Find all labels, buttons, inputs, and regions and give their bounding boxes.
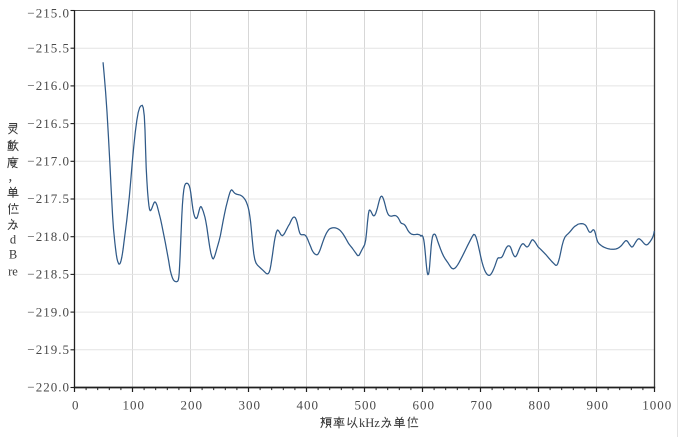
svg-text:d: d [10, 233, 17, 247]
svg-text:100: 100 [123, 398, 146, 413]
svg-text:500: 500 [355, 398, 378, 413]
svg-text:kHz: kHz [359, 416, 380, 430]
svg-text:−218.0: −218.0 [27, 229, 70, 244]
svg-text:400: 400 [297, 398, 320, 413]
svg-text:−215.0: −215.0 [27, 6, 70, 21]
svg-text:300: 300 [239, 398, 262, 413]
svg-text:200: 200 [181, 398, 204, 413]
svg-text:−219.0: −219.0 [27, 304, 70, 319]
svg-text:700: 700 [471, 398, 494, 413]
svg-text:B: B [9, 248, 17, 262]
svg-text:900: 900 [587, 398, 610, 413]
svg-text:600: 600 [413, 398, 436, 413]
svg-text:−216.0: −216.0 [27, 78, 70, 93]
svg-text:re: re [8, 265, 18, 279]
svg-text:−216.5: −216.5 [27, 116, 70, 131]
svg-text:−219.5: −219.5 [27, 342, 70, 357]
svg-text:−217.0: −217.0 [27, 154, 70, 169]
svg-text:,: , [9, 169, 13, 185]
svg-text:−218.5: −218.5 [27, 267, 70, 282]
svg-text:0: 0 [72, 398, 80, 413]
svg-text:−215.5: −215.5 [27, 40, 70, 55]
svg-text:−217.5: −217.5 [27, 191, 70, 206]
svg-text:−220.0: −220.0 [27, 380, 70, 395]
svg-text:800: 800 [529, 398, 552, 413]
svg-text:1000: 1000 [642, 398, 672, 413]
